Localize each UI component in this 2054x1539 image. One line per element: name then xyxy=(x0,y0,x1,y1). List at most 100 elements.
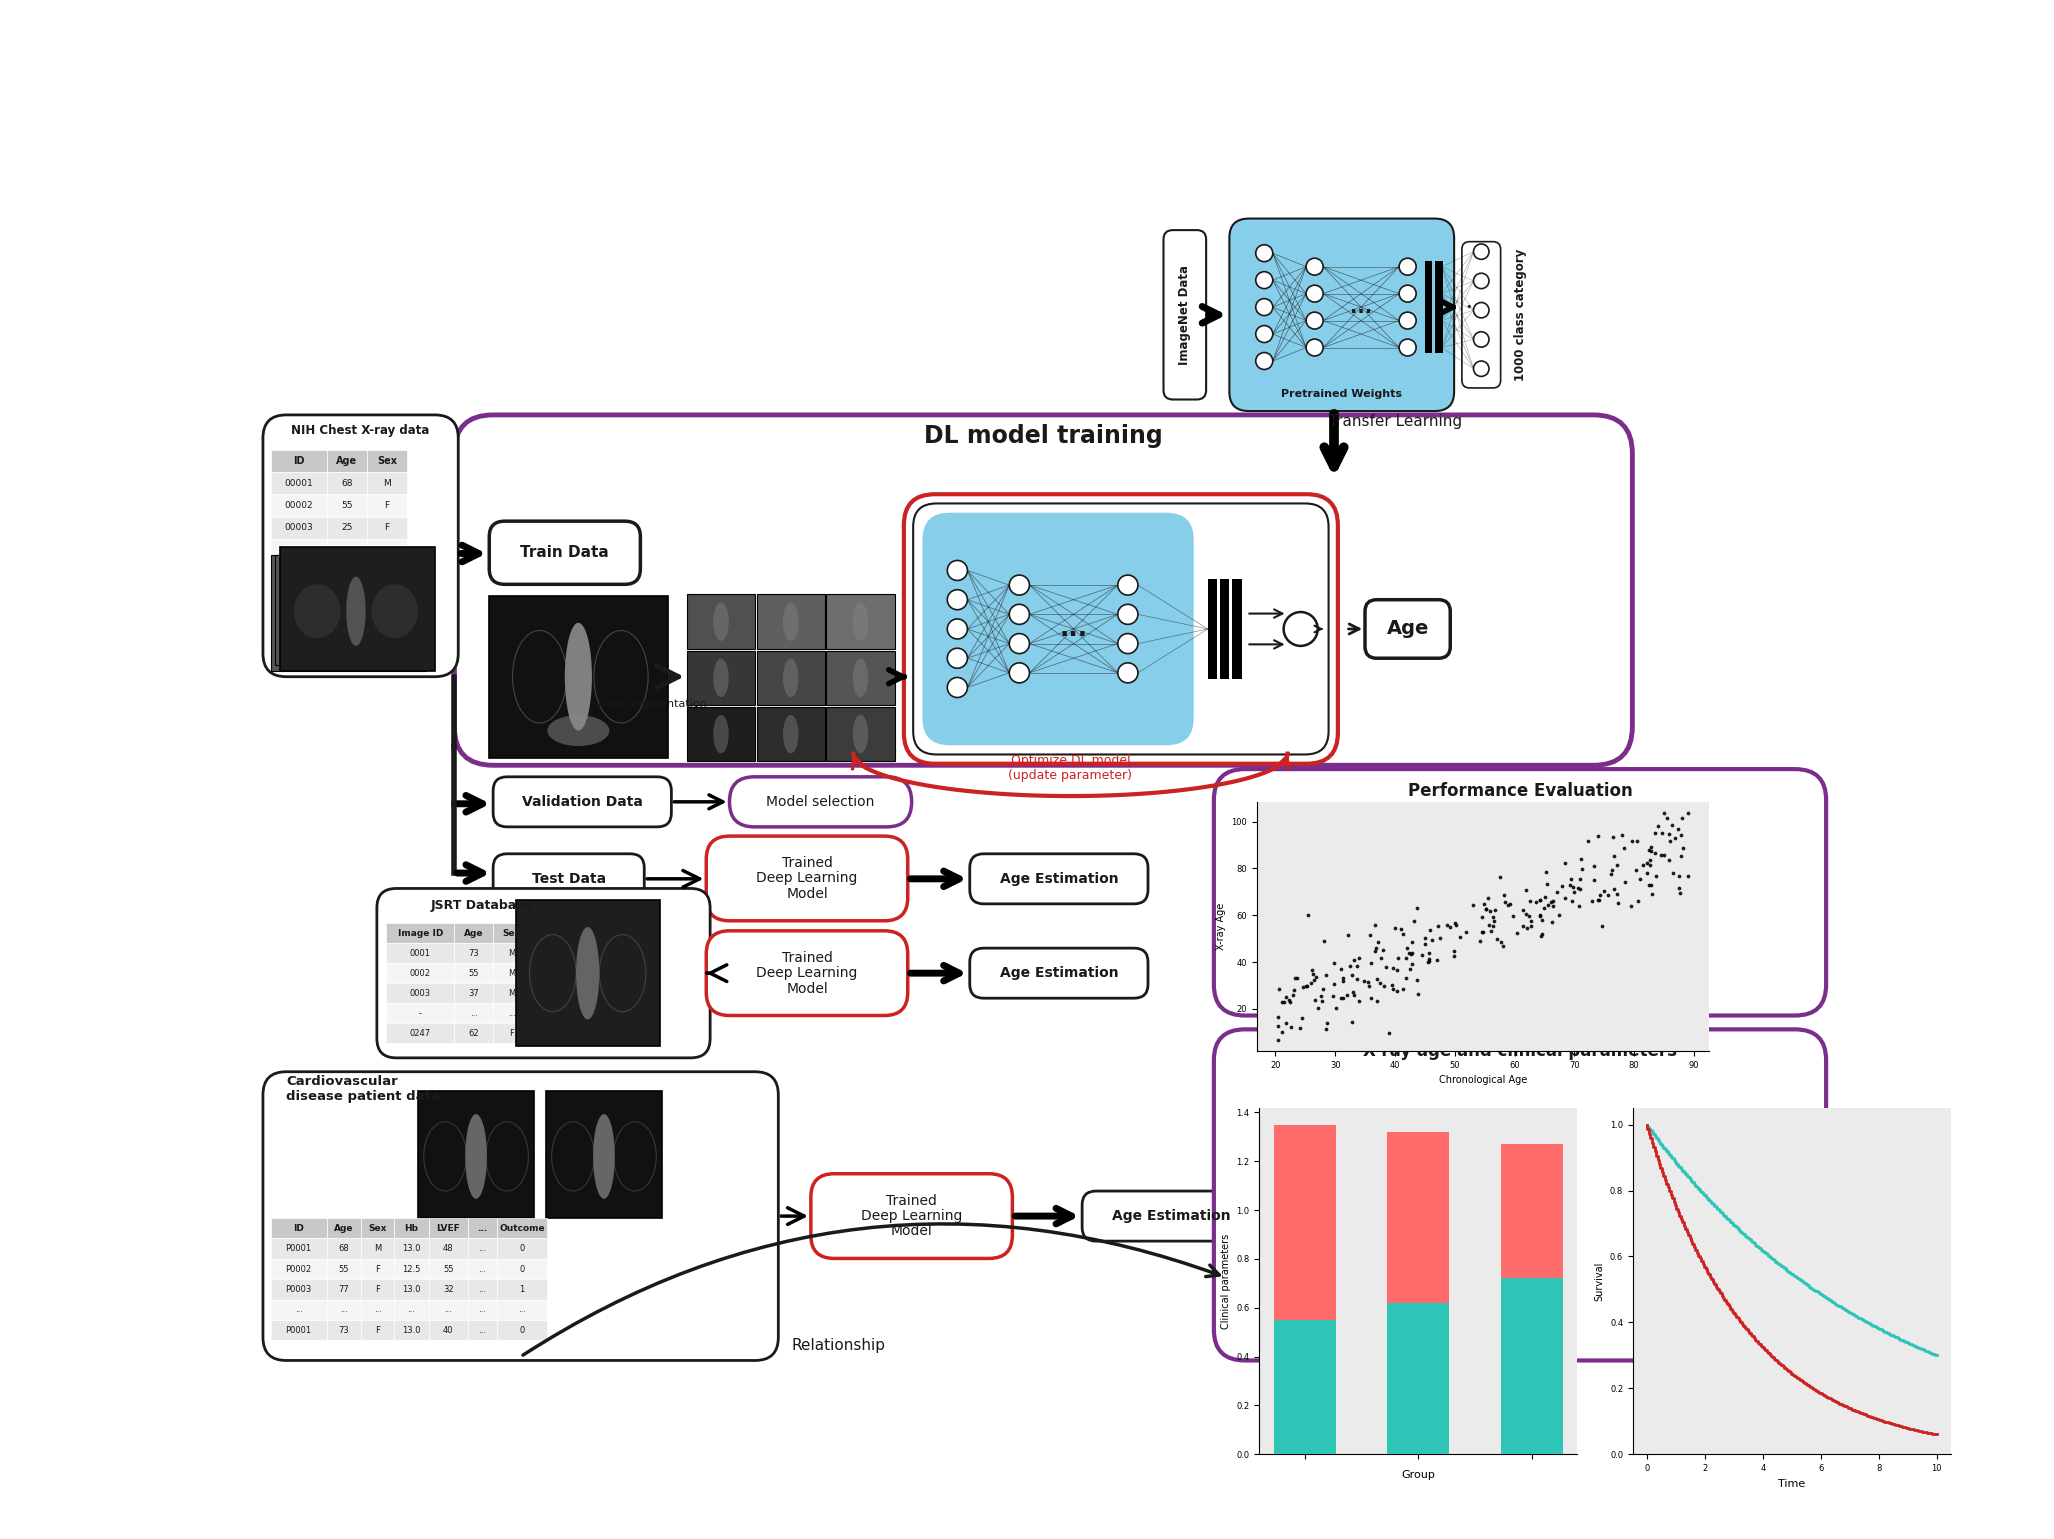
Point xyxy=(1524,888,1557,913)
Point xyxy=(1477,910,1510,934)
Bar xyxy=(468,1239,497,1259)
Point xyxy=(1343,990,1376,1014)
Point xyxy=(1631,850,1664,874)
FancyBboxPatch shape xyxy=(1214,770,1826,1016)
Bar xyxy=(368,539,407,562)
Text: P0001: P0001 xyxy=(286,1325,312,1334)
Point xyxy=(1261,1028,1294,1053)
Point xyxy=(1352,970,1384,994)
Bar xyxy=(493,923,530,943)
Text: 13.0: 13.0 xyxy=(403,1285,421,1294)
Text: 68: 68 xyxy=(339,1244,349,1253)
Bar xyxy=(826,651,896,705)
Bar xyxy=(327,1239,362,1259)
Bar xyxy=(1501,1143,1563,1279)
Bar xyxy=(362,1279,394,1299)
Text: 00003: 00003 xyxy=(283,523,312,532)
Text: ...: ... xyxy=(479,1265,487,1274)
Point xyxy=(1298,968,1331,993)
Point xyxy=(1512,903,1545,928)
Point xyxy=(1298,988,1331,1013)
Bar xyxy=(386,1003,454,1023)
Circle shape xyxy=(1255,352,1273,369)
Text: Train Data: Train Data xyxy=(520,545,610,560)
Bar xyxy=(429,1299,468,1320)
Point xyxy=(1290,974,1323,999)
Point xyxy=(1438,939,1471,963)
Text: 73: 73 xyxy=(339,1325,349,1334)
Circle shape xyxy=(1255,245,1273,262)
Bar xyxy=(489,596,668,757)
Bar xyxy=(327,1279,362,1299)
FancyBboxPatch shape xyxy=(263,416,458,677)
Text: LVEF: LVEF xyxy=(435,1224,460,1233)
Point xyxy=(1421,948,1454,973)
Point xyxy=(1354,974,1386,999)
Bar xyxy=(394,1279,429,1299)
Bar xyxy=(327,449,368,472)
Point xyxy=(1308,1016,1341,1040)
Y-axis label: X-ray Age: X-ray Age xyxy=(1216,903,1226,950)
Ellipse shape xyxy=(783,602,799,640)
Point xyxy=(1647,843,1680,868)
Point xyxy=(1639,863,1672,888)
Point xyxy=(1557,879,1590,903)
Text: 1000 class category: 1000 class category xyxy=(1514,249,1526,382)
Point xyxy=(1319,996,1352,1020)
Point xyxy=(1508,914,1540,939)
Point xyxy=(1265,990,1298,1014)
Text: ...: ... xyxy=(444,1305,452,1314)
Point xyxy=(1465,905,1497,930)
Point xyxy=(1467,893,1499,917)
Point xyxy=(1267,990,1300,1014)
Text: ...: ... xyxy=(294,545,302,554)
Point xyxy=(1658,826,1690,851)
Ellipse shape xyxy=(852,714,869,753)
Point xyxy=(1327,985,1360,1010)
Point xyxy=(1294,971,1327,996)
Text: ...: ... xyxy=(479,1285,487,1294)
Circle shape xyxy=(1117,634,1138,654)
Text: Transfer Learning: Transfer Learning xyxy=(1329,414,1462,428)
Point xyxy=(1528,860,1561,885)
Circle shape xyxy=(1009,576,1029,596)
Point xyxy=(1553,873,1586,897)
Ellipse shape xyxy=(546,716,610,746)
Text: 68: 68 xyxy=(341,479,353,488)
Ellipse shape xyxy=(852,602,869,640)
Text: Model selection: Model selection xyxy=(766,794,875,810)
Point xyxy=(1524,903,1557,928)
Point xyxy=(1662,817,1695,842)
Text: Model: Model xyxy=(787,982,828,996)
Point xyxy=(1376,977,1409,1002)
Point xyxy=(1286,976,1319,1000)
Point xyxy=(1499,920,1532,945)
Bar xyxy=(546,1091,661,1217)
Bar xyxy=(429,1279,468,1299)
Point xyxy=(1526,922,1559,946)
Point xyxy=(1413,946,1446,971)
Bar xyxy=(493,983,530,1003)
Ellipse shape xyxy=(713,714,729,753)
Text: X-ray age and clinical parameters: X-ray age and clinical parameters xyxy=(1364,1042,1676,1060)
FancyBboxPatch shape xyxy=(904,494,1337,763)
Point xyxy=(1333,954,1366,979)
Bar xyxy=(327,472,368,494)
Bar xyxy=(327,494,368,517)
Point xyxy=(1395,942,1428,966)
Text: •: • xyxy=(1467,302,1473,312)
Point xyxy=(1438,911,1471,936)
Point xyxy=(1370,954,1403,979)
Circle shape xyxy=(1473,245,1489,260)
Point xyxy=(1341,946,1374,971)
Point xyxy=(1376,973,1409,997)
Bar xyxy=(454,1023,493,1043)
Text: Trained: Trained xyxy=(783,951,832,965)
Text: ...: ... xyxy=(343,545,351,554)
Point xyxy=(1290,974,1323,999)
Point xyxy=(1565,857,1598,882)
Text: Test Data: Test Data xyxy=(532,871,606,886)
Point xyxy=(1473,899,1506,923)
Point xyxy=(1261,1014,1294,1039)
FancyBboxPatch shape xyxy=(454,416,1633,765)
